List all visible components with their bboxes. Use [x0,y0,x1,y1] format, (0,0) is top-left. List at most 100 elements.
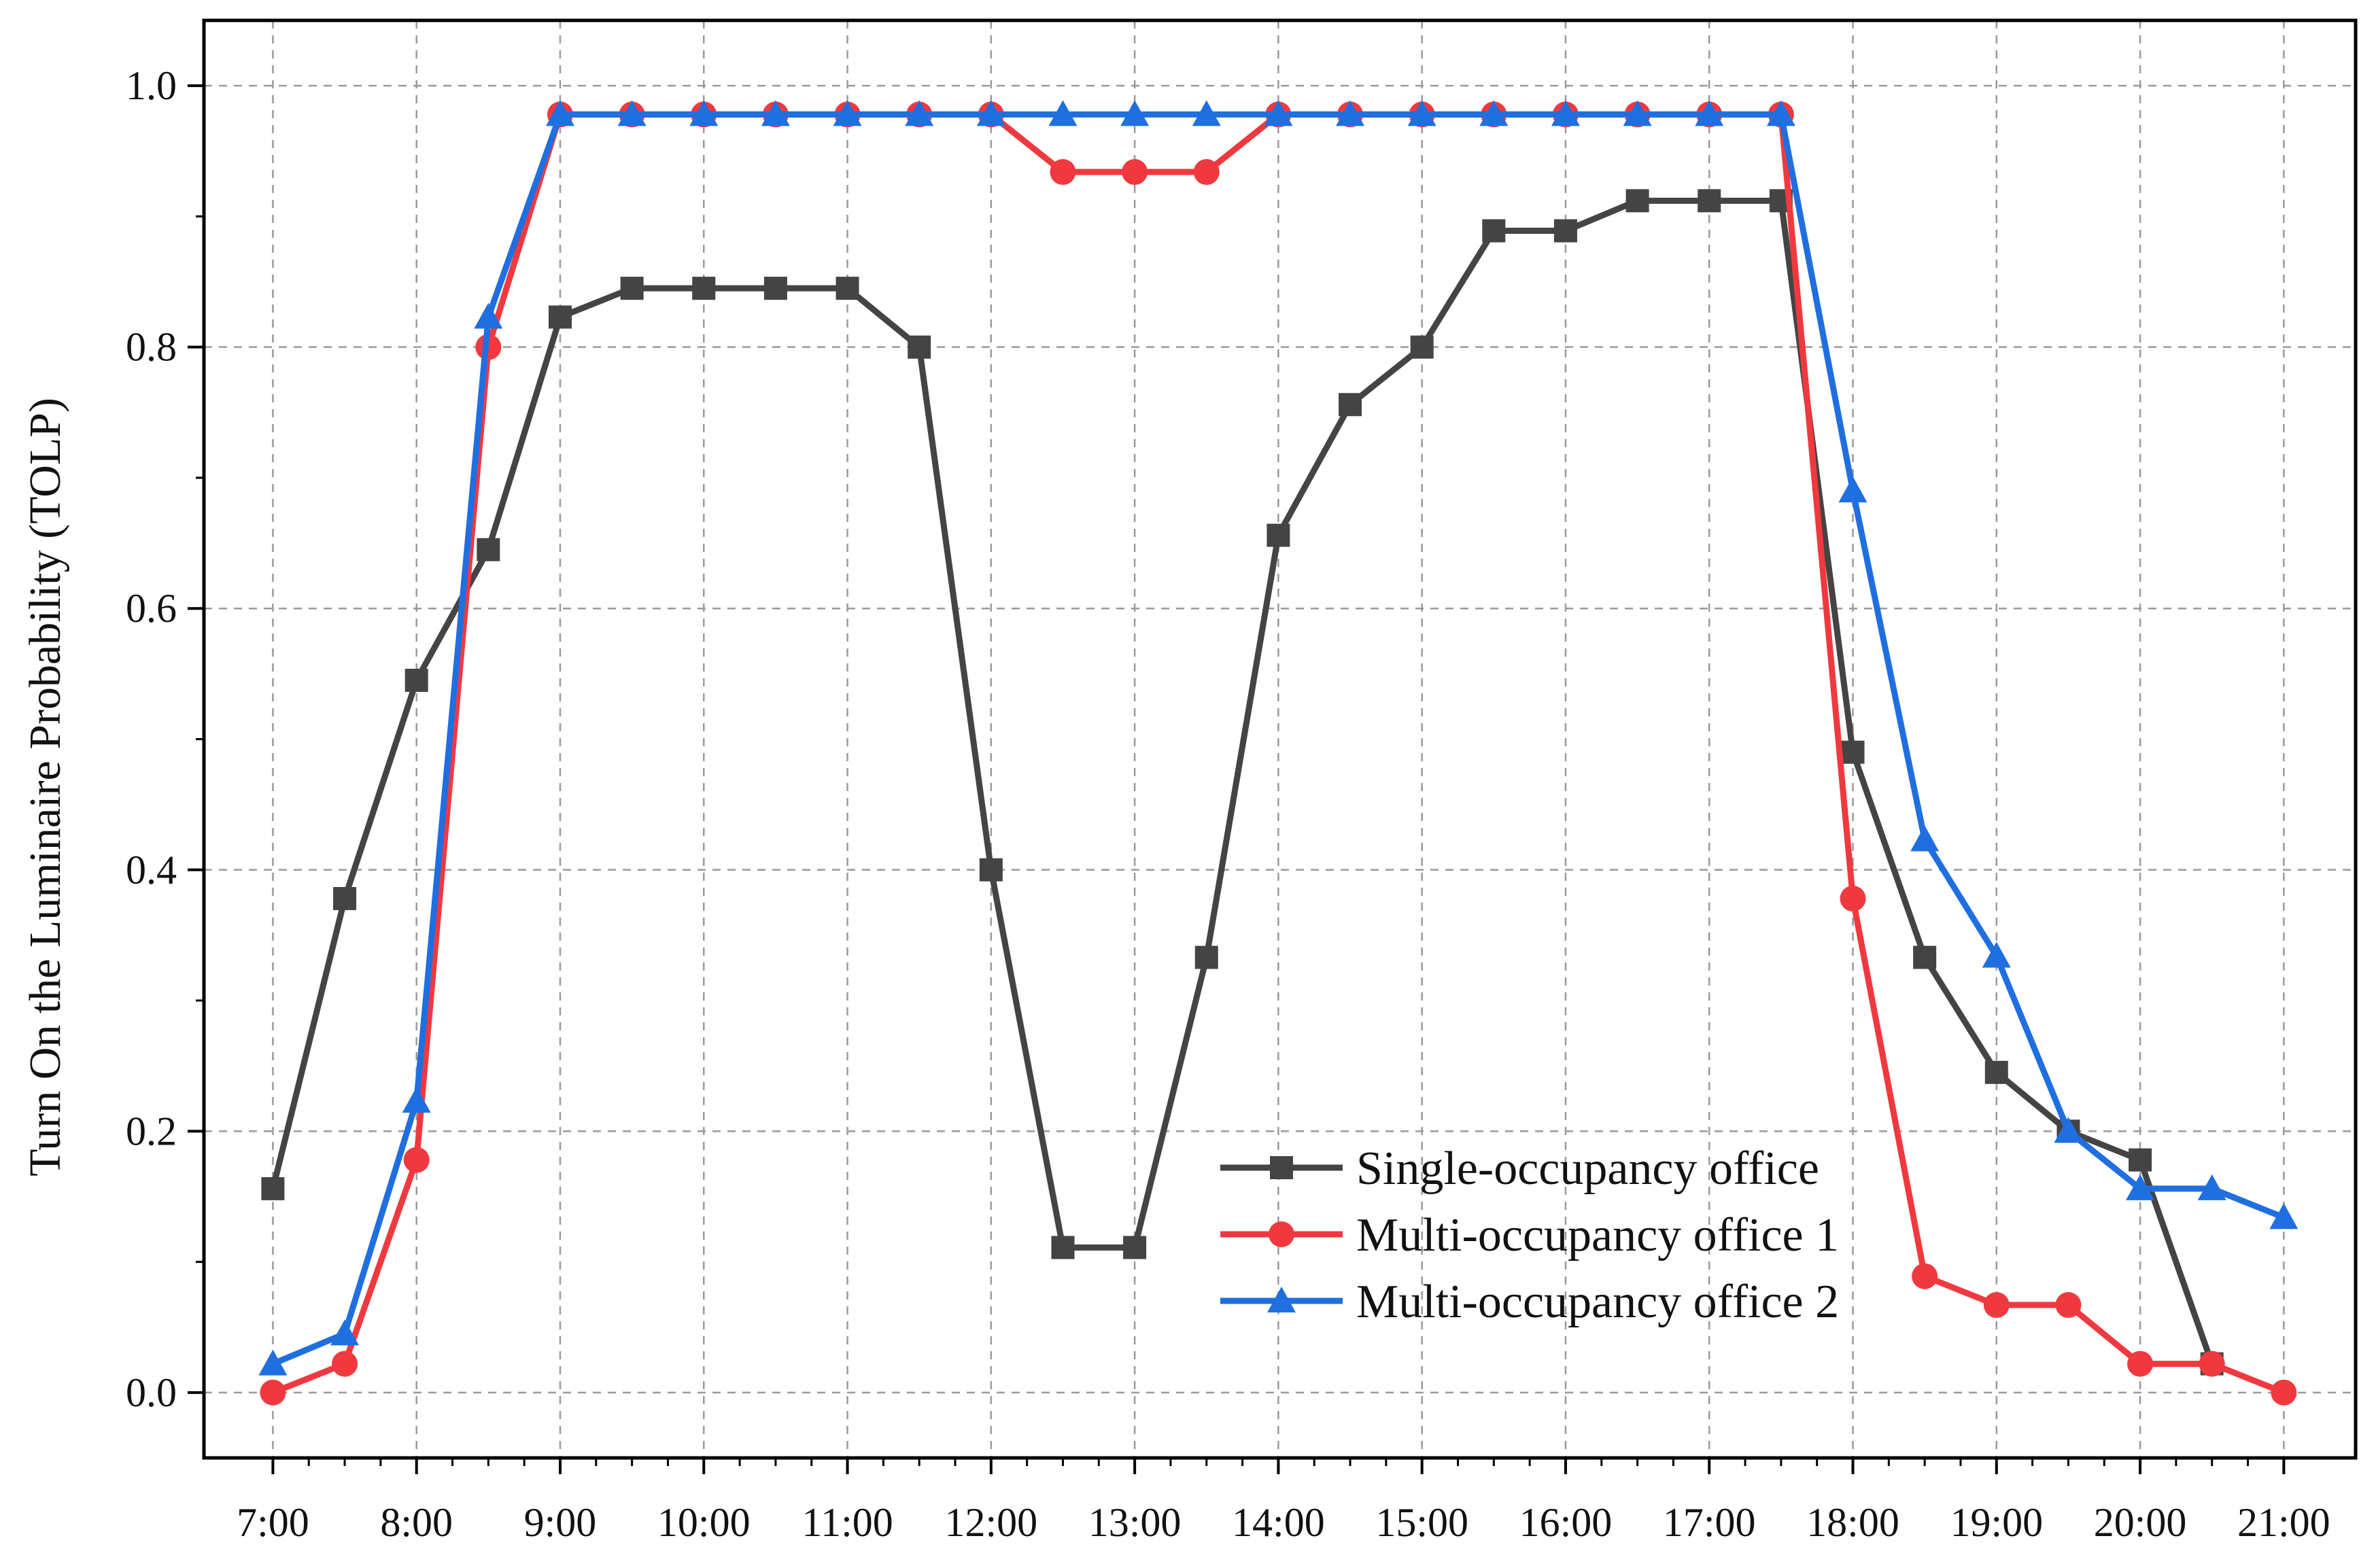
data-point-series-1 [908,335,931,359]
data-point-series-2 [1193,159,1220,186]
data-point-series-1 [979,858,1003,882]
data-point-series-3 [976,100,1005,126]
legend-marker-3 [1267,1287,1296,1312]
x-tick-label: 17:00 [1663,1500,1756,1545]
data-point-series-2 [332,1351,358,1377]
data-point-series-2 [403,1147,430,1173]
data-point-series-3 [402,1087,431,1113]
grid-lines [204,20,2356,1458]
data-point-series-2 [2199,1351,2225,1377]
data-point-series-1 [1410,335,1434,359]
x-tick-label: 12:00 [944,1500,1037,1545]
data-point-series-1 [1051,1236,1075,1259]
data-point-series-3 [1551,100,1580,126]
y-axis-title: Turn On the Luminaire Probability (TOLP) [20,398,70,1177]
data-point-series-1 [404,668,428,692]
data-point-series-3 [1479,100,1509,126]
data-point-series-1 [1339,393,1362,417]
data-point-series-1 [763,277,787,300]
data-point-series-2 [260,1379,286,1406]
data-point-series-3 [833,100,862,126]
data-point-series-3 [545,100,574,126]
data-point-series-3 [1192,100,1221,126]
data-point-series-3 [2054,1117,2083,1143]
data-point-series-3 [1623,100,1652,126]
data-point-series-1 [333,887,357,911]
data-point-series-3 [1336,100,1365,126]
legend: Single-occupancy office Multi-occupancy o… [1220,1143,1839,1328]
x-tick-label: 18:00 [1806,1500,1899,1545]
data-point-series-3 [1264,100,1293,126]
x-tick-label: 21:00 [2237,1500,2330,1545]
legend-label-3: Multi-occupancy office 2 [1356,1276,1839,1328]
x-tick-label: 8:00 [380,1500,453,1545]
data-point-series-3 [2126,1174,2155,1200]
data-point-series-1 [2129,1148,2152,1172]
y-tick-label: 0.6 [126,586,177,631]
data-point-series-3 [617,100,647,126]
data-point-series-2 [2271,1379,2297,1406]
data-point-series-3 [474,302,503,329]
legend-label-2: Multi-occupancy office 1 [1356,1209,1839,1261]
data-point-series-1 [1841,740,1865,764]
x-tick-label: 14:00 [1232,1500,1325,1545]
data-point-series-2 [1912,1263,1938,1289]
x-tick-label: 19:00 [1950,1500,2043,1545]
y-tick-label: 0.8 [126,325,177,370]
data-point-series-3 [1407,100,1436,126]
data-point-series-3 [1910,825,1940,852]
data-point-series-1 [1984,1060,2008,1084]
data-point-series-3 [761,100,790,126]
y-tick-label: 0.4 [126,848,177,892]
data-point-series-1 [836,277,859,300]
data-point-series-2 [2127,1351,2154,1377]
data-point-series-1 [1698,189,1721,213]
data-point-series-2 [1840,886,1866,912]
data-point-series-3 [689,100,719,126]
data-point-series-3 [330,1319,360,1346]
data-point-series-1 [692,277,716,300]
y-tick-label: 1.0 [126,63,177,108]
data-point-series-1 [1553,219,1577,243]
data-point-series-1 [1194,945,1218,969]
x-tick-label: 16:00 [1519,1500,1613,1545]
data-point-series-1 [548,305,572,329]
data-point-series-3 [1695,100,1724,126]
data-point-series-2 [1050,159,1076,186]
y-tick-label: 0.2 [126,1109,177,1153]
data-point-series-1 [1913,945,1937,969]
data-point-series-3 [258,1349,288,1376]
y-tick-label: 0.0 [126,1370,177,1415]
data-point-series-1 [477,538,500,561]
data-point-series-3 [1838,476,1867,503]
data-point-series-3 [1120,100,1150,126]
data-point-series-3 [905,100,934,126]
axes: 7:00 8:00 9:00 10:00 11:00 12:00 13:00 14:00 15:… [126,18,2358,1545]
data-point-series-1 [1625,189,1649,213]
data-point-series-1 [1482,219,1506,243]
x-tick-label: 13:00 [1088,1500,1182,1545]
legend-marker-1 [1270,1156,1293,1179]
x-tick-label: 9:00 [524,1500,597,1545]
legend-label-1: Single-occupancy office [1356,1143,1819,1195]
data-point-series-3 [2197,1174,2226,1200]
series-lines [258,100,2298,1406]
data-point-series-1 [261,1177,285,1200]
data-point-series-3 [2269,1203,2298,1230]
series-line-1 [270,197,2215,1365]
data-point-series-3 [1048,100,1078,126]
data-point-series-3 [1766,100,1795,126]
data-point-series-2 [1983,1292,2010,1319]
legend-marker-2 [1269,1221,1294,1247]
data-point-series-2 [1122,159,1148,186]
x-tick-label: 11:00 [802,1500,893,1545]
data-point-series-1 [620,277,644,300]
x-tick-label: 15:00 [1375,1500,1468,1545]
x-tick-label: 7:00 [237,1500,309,1545]
data-point-series-2 [2055,1292,2082,1319]
x-tick-label: 20:00 [2094,1500,2187,1545]
data-point-series-3 [1982,941,2011,968]
data-point-series-1 [1267,523,1290,547]
